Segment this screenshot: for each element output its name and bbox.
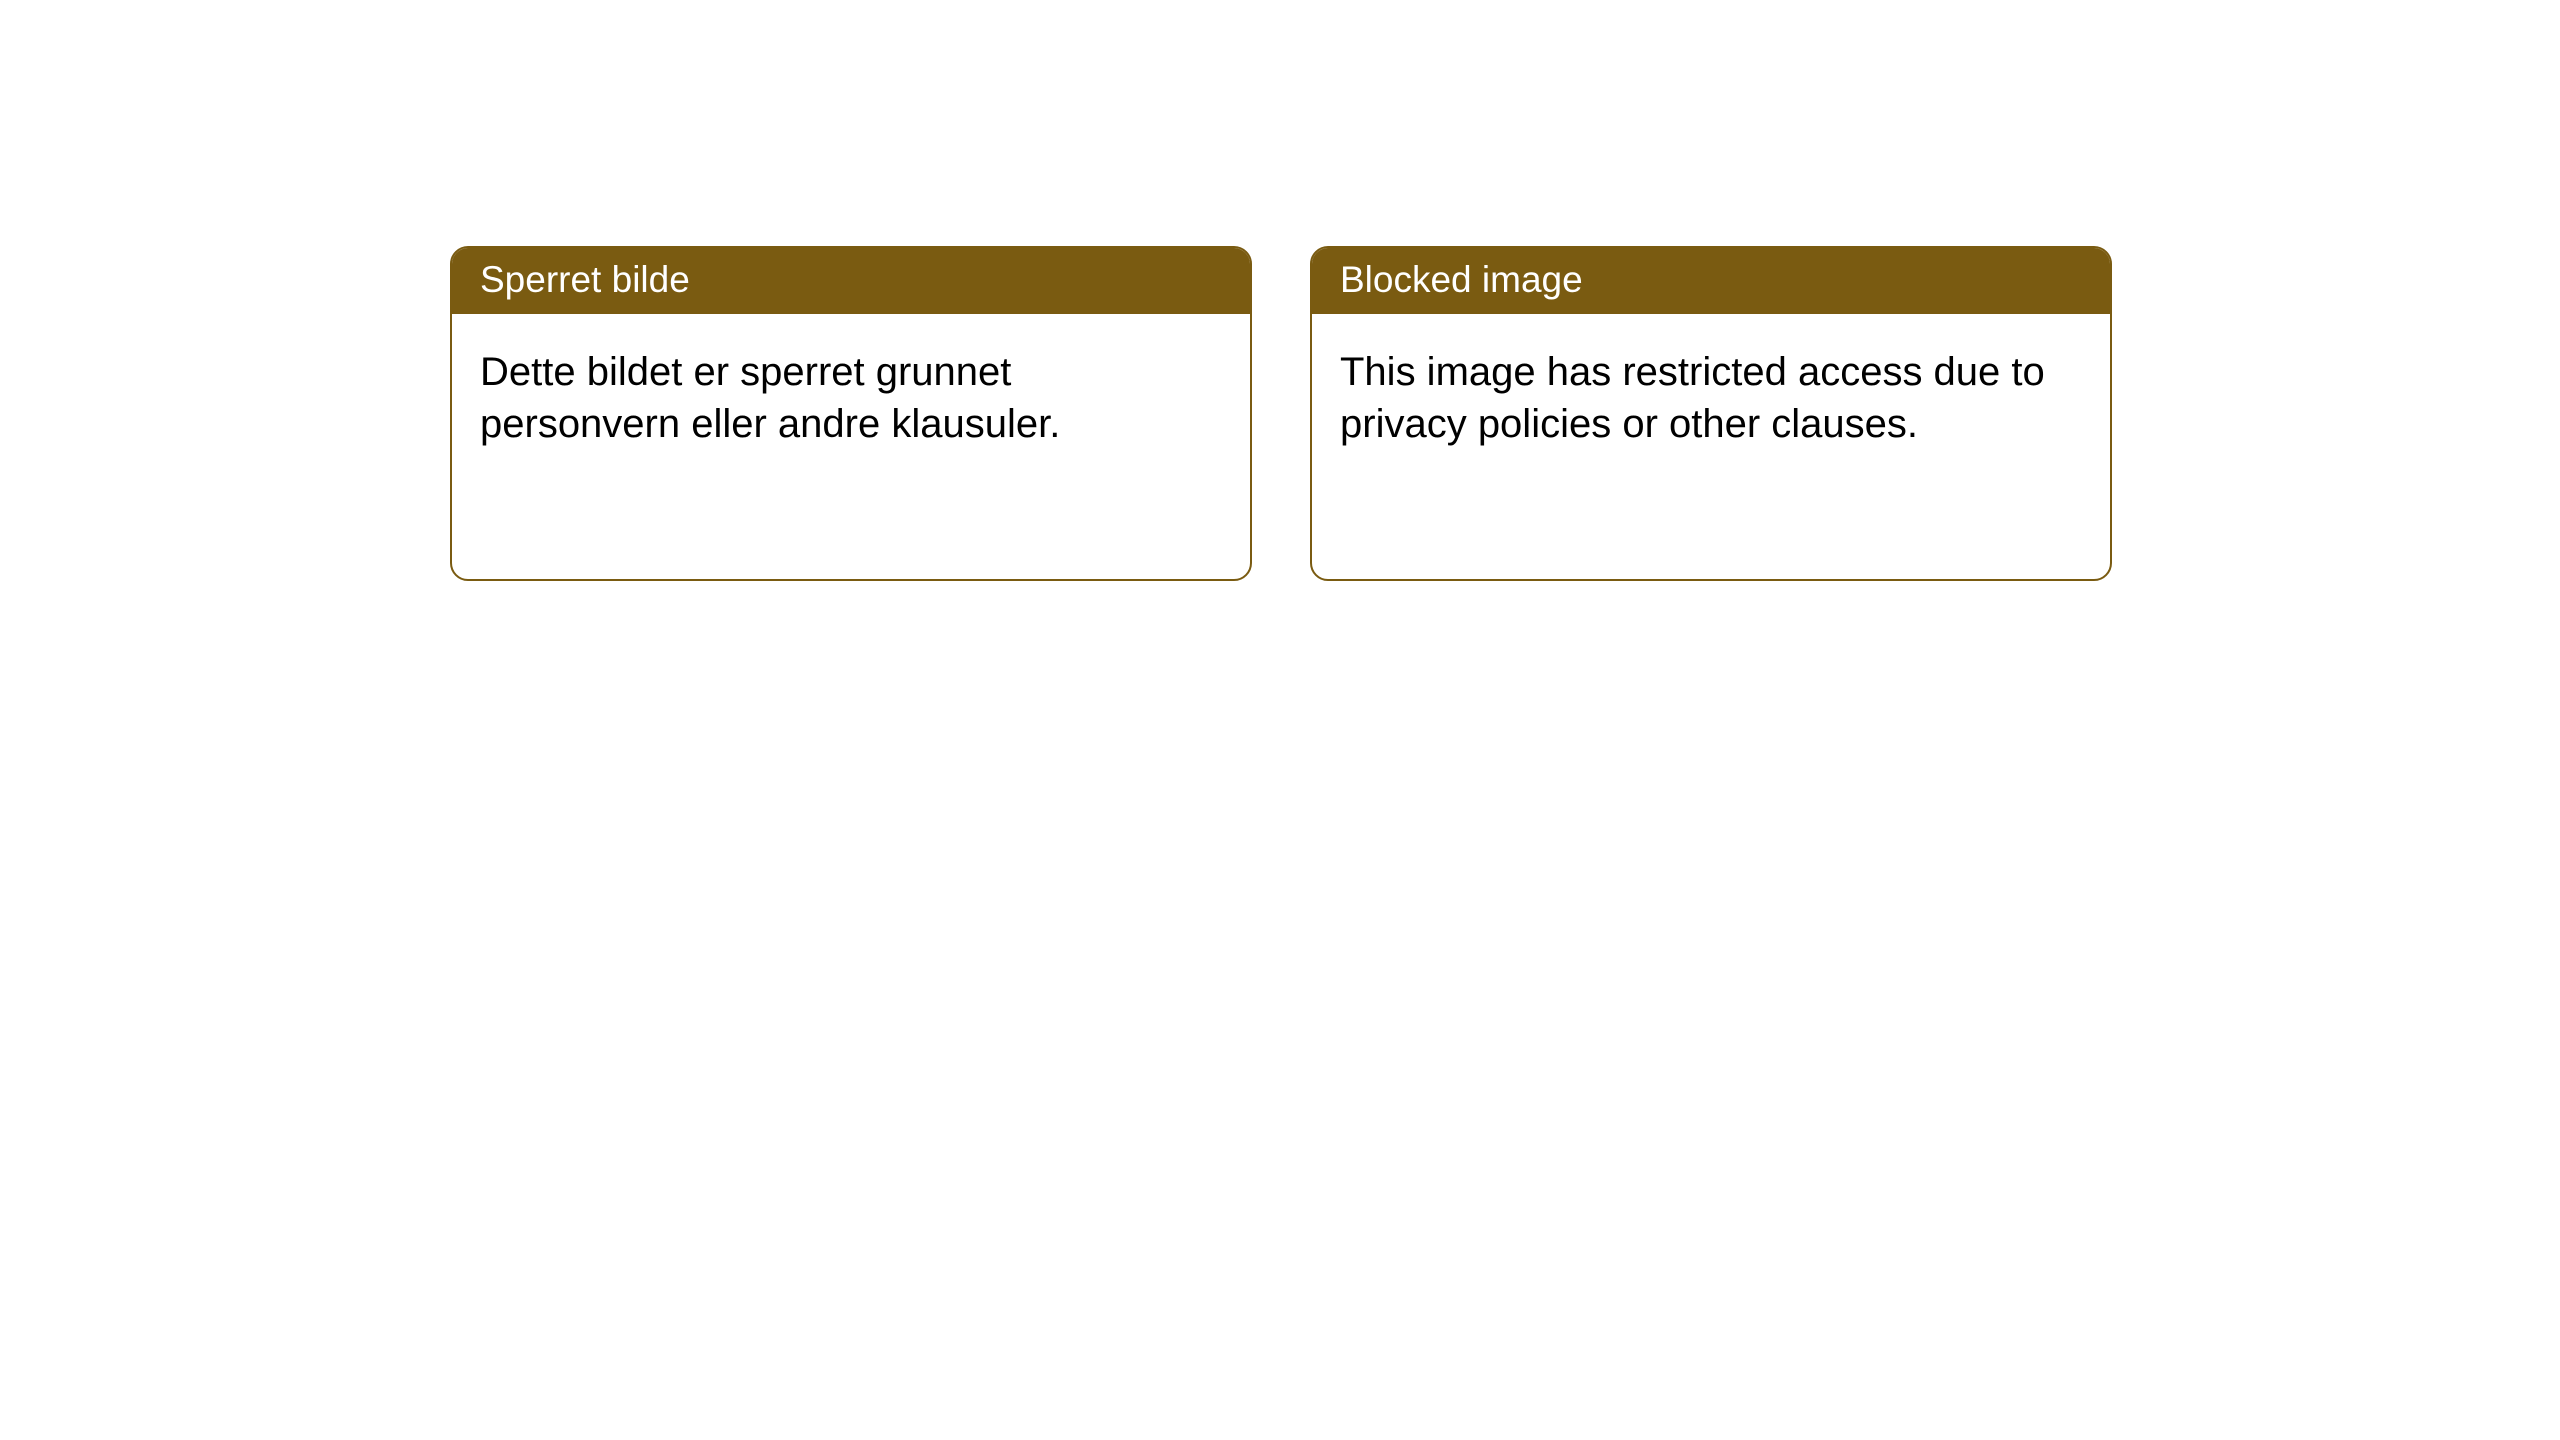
notice-title: Sperret bilde (480, 259, 690, 300)
notice-text: Dette bildet er sperret grunnet personve… (480, 350, 1060, 446)
notice-body-english: This image has restricted access due to … (1312, 314, 2110, 482)
notice-card-norwegian: Sperret bilde Dette bildet er sperret gr… (450, 246, 1252, 581)
notice-card-english: Blocked image This image has restricted … (1310, 246, 2112, 581)
notice-container: Sperret bilde Dette bildet er sperret gr… (450, 246, 2112, 581)
notice-header-norwegian: Sperret bilde (452, 248, 1250, 314)
notice-header-english: Blocked image (1312, 248, 2110, 314)
notice-text: This image has restricted access due to … (1340, 350, 2045, 446)
notice-title: Blocked image (1340, 259, 1583, 300)
notice-body-norwegian: Dette bildet er sperret grunnet personve… (452, 314, 1250, 482)
